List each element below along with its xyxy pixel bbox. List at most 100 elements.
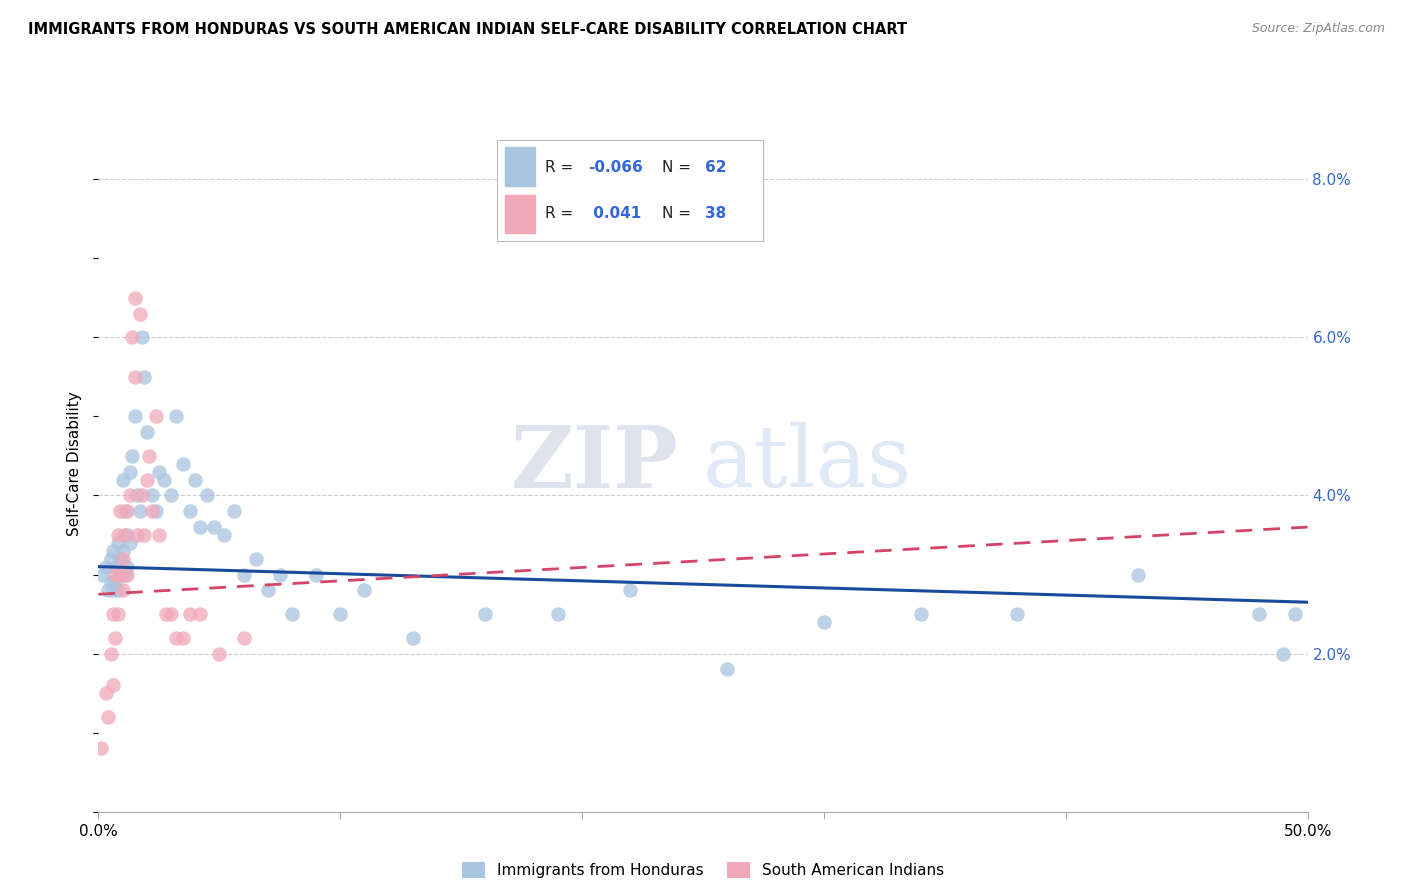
Point xyxy=(179,607,201,621)
Point xyxy=(94,559,117,574)
Point xyxy=(138,449,160,463)
Point xyxy=(114,504,136,518)
Point xyxy=(114,528,136,542)
Point xyxy=(145,409,167,424)
Point xyxy=(90,741,112,756)
Point xyxy=(134,528,156,542)
Point xyxy=(107,583,129,598)
Point xyxy=(108,567,131,582)
Text: Source: ZipAtlas.com: Source: ZipAtlas.com xyxy=(1251,22,1385,36)
Point xyxy=(1007,607,1029,621)
Point xyxy=(108,567,131,582)
Point xyxy=(141,488,163,502)
Text: ZIP: ZIP xyxy=(510,422,679,506)
Point xyxy=(117,504,139,518)
Point xyxy=(222,504,245,518)
Point xyxy=(118,465,141,479)
Point xyxy=(184,473,207,487)
Point xyxy=(910,607,932,621)
Point xyxy=(148,465,170,479)
Point xyxy=(127,528,149,542)
Point xyxy=(101,583,124,598)
Point xyxy=(107,536,129,550)
Point xyxy=(402,631,425,645)
Text: N =: N = xyxy=(662,206,696,221)
Point xyxy=(152,473,174,487)
Point xyxy=(172,457,194,471)
Point xyxy=(134,369,156,384)
Point xyxy=(135,473,157,487)
Point xyxy=(117,567,139,582)
Point xyxy=(145,504,167,518)
Point xyxy=(160,607,183,621)
Point xyxy=(204,520,226,534)
Point xyxy=(97,583,120,598)
Point xyxy=(305,567,328,582)
Point xyxy=(179,504,201,518)
Point xyxy=(141,504,163,518)
Point xyxy=(97,710,120,724)
Point xyxy=(188,520,211,534)
Point xyxy=(104,575,127,590)
Point xyxy=(117,559,139,574)
Y-axis label: Self-Care Disability: Self-Care Disability xyxy=(67,392,83,536)
Point xyxy=(101,678,124,692)
Point xyxy=(1128,567,1150,582)
Point xyxy=(188,607,211,621)
Point xyxy=(111,473,134,487)
Point xyxy=(104,559,127,574)
Point xyxy=(127,488,149,502)
Point xyxy=(101,543,124,558)
Point xyxy=(148,528,170,542)
Point xyxy=(107,528,129,542)
Point xyxy=(108,504,131,518)
Point xyxy=(118,488,141,502)
Point xyxy=(208,647,231,661)
Point xyxy=(118,536,141,550)
Point xyxy=(135,425,157,440)
Point xyxy=(212,528,235,542)
Text: 62: 62 xyxy=(704,160,727,175)
Bar xyxy=(505,194,534,233)
Legend: Immigrants from Honduras, South American Indians: Immigrants from Honduras, South American… xyxy=(456,856,950,884)
Point xyxy=(128,504,150,518)
Point xyxy=(121,449,143,463)
Point xyxy=(100,575,122,590)
Point xyxy=(101,607,124,621)
Text: 0.041: 0.041 xyxy=(588,206,641,221)
Point xyxy=(619,583,641,598)
Point xyxy=(281,607,304,621)
Point xyxy=(172,631,194,645)
Point xyxy=(547,607,569,621)
Point xyxy=(111,551,134,566)
Point xyxy=(107,607,129,621)
Text: R =: R = xyxy=(546,206,578,221)
Point xyxy=(716,662,738,676)
Point xyxy=(100,647,122,661)
Point xyxy=(91,567,114,582)
Point xyxy=(195,488,218,502)
Point xyxy=(160,488,183,502)
Point xyxy=(104,631,127,645)
Point xyxy=(111,583,134,598)
Point xyxy=(245,551,267,566)
Point xyxy=(104,567,127,582)
Point xyxy=(269,567,291,582)
Point xyxy=(111,543,134,558)
Point xyxy=(329,607,352,621)
Point xyxy=(124,291,146,305)
Point xyxy=(232,567,254,582)
Point xyxy=(114,567,136,582)
Point xyxy=(1284,607,1306,621)
Point xyxy=(121,330,143,344)
Point xyxy=(94,686,117,700)
Point xyxy=(124,369,146,384)
Point xyxy=(131,488,153,502)
Text: R =: R = xyxy=(546,160,578,175)
Point xyxy=(117,528,139,542)
Text: N =: N = xyxy=(662,160,696,175)
Point xyxy=(155,607,177,621)
Point xyxy=(232,631,254,645)
Point xyxy=(813,615,835,629)
Text: -0.066: -0.066 xyxy=(588,160,643,175)
